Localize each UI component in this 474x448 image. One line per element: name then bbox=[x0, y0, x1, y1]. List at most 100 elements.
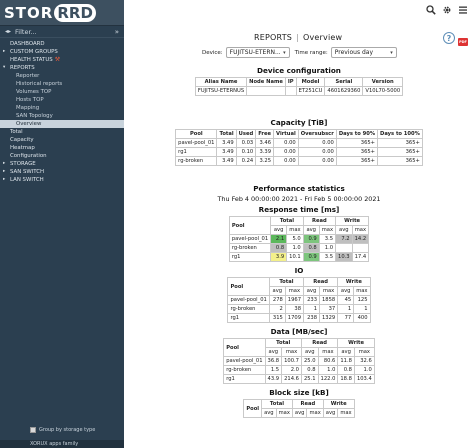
column-header: Days to 100% bbox=[377, 129, 423, 139]
settings-icon[interactable] bbox=[442, 5, 452, 15]
table-cell: 0.00 bbox=[297, 156, 337, 166]
caret-right-icon[interactable]: ▸ bbox=[3, 161, 6, 166]
column-subheader: avg bbox=[335, 225, 353, 235]
column-subheader: max bbox=[318, 286, 339, 296]
sidebar-item-storage[interactable]: ▸ STORAGE bbox=[0, 160, 124, 168]
table-row: pavel-pool_01 3.49 0.03 3.46 0.00 0.00 365+ 365… bbox=[175, 138, 423, 148]
sidebar-item-overview[interactable]: Overview bbox=[0, 120, 124, 128]
column-group-header: Total bbox=[270, 216, 304, 226]
table-cell: 400 bbox=[353, 313, 371, 323]
column-header: Alias Name bbox=[194, 77, 248, 87]
table-cell: 1858 bbox=[318, 295, 339, 305]
table-cell: 125 bbox=[353, 295, 371, 305]
double-chevron-icon[interactable]: » bbox=[114, 27, 119, 36]
sidebar-item-reports[interactable]: ▾ REPORTS bbox=[0, 64, 124, 72]
table-cell: 1329 bbox=[318, 313, 339, 323]
sidebar-item-configuration[interactable]: Configuration bbox=[0, 152, 124, 160]
sidebar-item-capacity[interactable]: Capacity bbox=[0, 136, 124, 144]
column-subheader: avg bbox=[291, 408, 308, 418]
caret-down-icon[interactable]: ▾ bbox=[3, 65, 6, 70]
filter-bar: Device: FUJITSU-ETERN... ▾ Time range: P… bbox=[202, 47, 397, 58]
title-separator: | bbox=[296, 33, 299, 42]
data-title: Data [MB/sec] bbox=[270, 327, 328, 336]
table-cell: 1 bbox=[337, 304, 355, 314]
column-group-header: Write bbox=[337, 338, 375, 348]
caret-right-icon[interactable]: ▸ bbox=[3, 49, 6, 54]
column-group-header: Pool bbox=[228, 216, 272, 235]
caret-right-icon[interactable]: ▸ bbox=[3, 177, 6, 182]
table-cell: 77 bbox=[337, 313, 355, 323]
table-header-row: Pool Total Read Write bbox=[227, 277, 371, 296]
wrench-icon: ⚒ bbox=[54, 56, 61, 63]
caret-right-icon[interactable]: ▸ bbox=[3, 169, 6, 174]
group-by-storage-type[interactable]: Group by storage type bbox=[30, 427, 95, 433]
table-cell: 100.7 bbox=[281, 356, 302, 366]
sidebar-item-volumes-top[interactable]: Volumes TOP bbox=[0, 88, 124, 96]
device-config-table: Alias Name Node Name IP Model Serial Version F… bbox=[194, 77, 404, 96]
table-row: pavel-pool_01 2.1 5.0 0.9 3.5 7.2 14.2 bbox=[228, 234, 370, 244]
column-subheader: avg bbox=[322, 408, 339, 418]
table-cell: 1 bbox=[303, 304, 320, 314]
sidebar: STOR RRD ◂▸ Filter... » DASHBOARD ▸ CUSTOM… bbox=[0, 0, 124, 448]
column-subheader: avg bbox=[300, 347, 319, 357]
table-subheader-row: avg max avg max avg max bbox=[224, 347, 375, 357]
time-range-label: Time range: bbox=[294, 49, 328, 56]
column-group-header: Read bbox=[302, 216, 337, 226]
column-subheader: avg bbox=[268, 286, 286, 296]
column-group-header: Read bbox=[302, 277, 339, 287]
sidebar-item-custom-groups[interactable]: ▸ CUSTOM GROUPS bbox=[0, 48, 124, 56]
table-cell: 11.8 bbox=[337, 356, 355, 366]
column-subheader: max bbox=[353, 286, 371, 296]
time-range-select[interactable]: Previous day ▾ bbox=[330, 47, 397, 58]
table-cell: 1967 bbox=[284, 295, 305, 305]
sidebar-item-total[interactable]: Total bbox=[0, 128, 124, 136]
table-cell: 1.5 bbox=[264, 365, 283, 375]
device-select[interactable]: FUJITSU-ETERN... ▾ bbox=[225, 47, 290, 58]
column-subheader: max bbox=[337, 408, 355, 418]
sidebar-item-heatmap[interactable]: Heatmap bbox=[0, 144, 124, 152]
sidebar-item-label: STORAGE bbox=[10, 161, 36, 167]
sidebar-item-mapping[interactable]: Mapping bbox=[0, 104, 124, 112]
column-subheader: max bbox=[275, 408, 293, 418]
column-group-header: Write bbox=[337, 277, 371, 287]
table-cell: rg1 bbox=[227, 313, 270, 323]
search-icon[interactable] bbox=[426, 5, 436, 15]
table-header-row: Pool Total Read Write bbox=[228, 216, 370, 235]
sidebar-item-dashboard[interactable]: DASHBOARD bbox=[0, 40, 124, 48]
chevron-down-icon: ▾ bbox=[283, 49, 286, 56]
sidebar-filter[interactable]: ◂▸ Filter... » bbox=[0, 26, 124, 38]
page-title-main: REPORTS bbox=[254, 33, 293, 42]
sidebar-item-san-switch[interactable]: ▸ SAN SWITCH bbox=[0, 168, 124, 176]
sidebar-item-historical-reports[interactable]: Historical reports bbox=[0, 80, 124, 88]
help-icon[interactable]: ? bbox=[443, 32, 455, 44]
table-row: pavel-pool_01 36.8 100.7 25.0 80.6 11.8 32.6 bbox=[223, 356, 375, 366]
sidebar-item-san-topology[interactable]: SAN Topology bbox=[0, 112, 124, 120]
sidebar-item-label: Hosts TOP bbox=[16, 97, 44, 103]
io-title: IO bbox=[294, 266, 304, 275]
table-cell: 365+ bbox=[377, 156, 423, 166]
table-cell: 103.4 bbox=[353, 374, 375, 384]
table-cell: 233 bbox=[303, 295, 320, 305]
table-cell: pavel-pool_01 bbox=[223, 356, 266, 366]
collapse-arrows-icon[interactable]: ◂▸ bbox=[5, 28, 12, 35]
app-logo[interactable]: STOR RRD bbox=[0, 0, 124, 26]
pdf-icon[interactable]: PDF bbox=[458, 38, 468, 46]
sidebar-item-hosts-top[interactable]: Hosts TOP bbox=[0, 96, 124, 104]
column-subheader: max bbox=[284, 286, 305, 296]
group-checkbox[interactable] bbox=[30, 427, 36, 433]
table-row: FUJITSU-ETERNUS ET251CU 4601629360 V10L70-5… bbox=[194, 86, 404, 96]
footer[interactable]: XORUX apps family bbox=[0, 440, 124, 448]
table-cell: 365+ bbox=[335, 156, 379, 166]
table-cell: 18.8 bbox=[337, 374, 355, 384]
sidebar-nav: DASHBOARD ▸ CUSTOM GROUPS HEALTH STATUS ⚒ ▾ RE… bbox=[0, 38, 124, 184]
sidebar-item-reporter[interactable]: Reporter bbox=[0, 72, 124, 80]
table-cell: 0.9 bbox=[302, 234, 320, 244]
sidebar-item-health-status[interactable]: HEALTH STATUS ⚒ bbox=[0, 56, 124, 64]
group-label: Group by storage type bbox=[39, 427, 96, 433]
page-title: REPORTS | Overview bbox=[254, 33, 342, 42]
column-header: Days to 90% bbox=[335, 129, 379, 139]
sidebar-item-lan-switch[interactable]: ▸ LAN SWITCH bbox=[0, 176, 124, 184]
filter-input[interactable]: Filter... bbox=[15, 27, 37, 36]
menu-icon[interactable] bbox=[458, 5, 468, 15]
table-cell: 7.2 bbox=[335, 234, 353, 244]
